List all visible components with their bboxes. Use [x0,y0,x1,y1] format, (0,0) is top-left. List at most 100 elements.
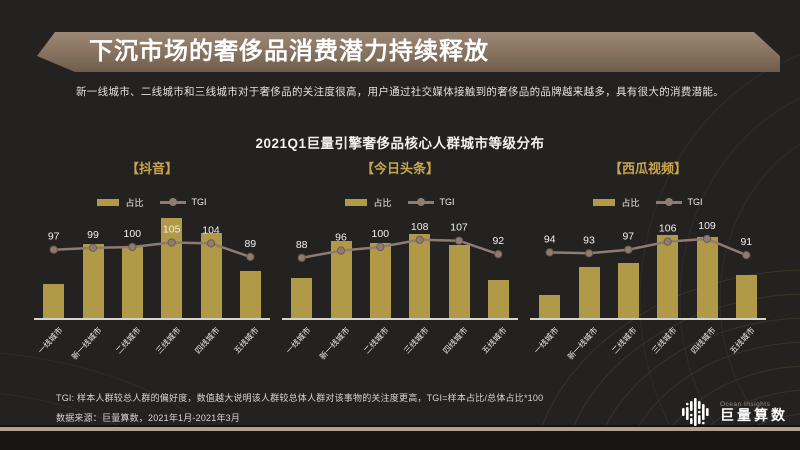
x-axis-label: 新一线城市 [566,325,600,362]
share-legend-label: 占比 [373,197,392,208]
chart-section-label: 【抖音】 [125,161,178,176]
bar-一线城市 [43,284,65,318]
slide-subtitle: 新一线城市、二线城市和三线城市对于奢侈品的关注度很高，用户通过社交媒体接触到的奢… [76,86,724,98]
logo-equalizer-icon [682,398,709,426]
plot-area: 97 99 100 105 104 89 [34,210,270,318]
plot-area: 94 93 97 106 109 91 [530,210,766,318]
tgi-line-layer: 94 93 97 106 109 91 [544,220,752,260]
svg-text:97: 97 [622,231,634,243]
chart-xigua: 【西瓜视频】 占比 TGI 94 93 97 106 109 91 一线城市 新一线城市 二线… [530,158,766,372]
share-bar-swatch [97,198,120,206]
share-bar-swatch [593,198,616,206]
tgi-line-layer: 97 99 100 105 104 89 [48,224,256,262]
svg-text:99: 99 [87,229,99,241]
x-axis-label: 三线城市 [650,325,679,356]
svg-text:91: 91 [740,236,752,248]
x-axis-labels: 一线城市 新一线城市 二线城市 三线城市 四线城市 五线城市 [282,320,518,372]
bar-二线城市 [369,243,391,318]
bar-五线城市 [239,271,261,318]
charts-row: 【抖音】 占比 TGI 97 99 100 105 104 89 一线城市 新一线城市 二线城… [34,158,766,372]
svg-text:100: 100 [124,228,142,240]
svg-text:106: 106 [659,223,677,235]
bar-五线城市 [487,280,509,318]
x-axis-label: 五线城市 [728,325,757,356]
tgi-line-swatch [159,198,186,206]
brand-name-cn: 巨量算数 [720,406,788,423]
x-axis-line [34,318,270,320]
svg-text:93: 93 [583,234,595,246]
logo-text: Ocean Insights 巨量算数 [720,401,788,424]
chart-section-label: 【今日头条】 [360,161,439,176]
x-axis-label: 四线城市 [689,325,718,356]
chart-legend: 占比 TGI [530,196,766,208]
svg-text:108: 108 [411,221,429,233]
page-title: 下沉市场的奢侈品消费潜力持续释放 [89,38,489,65]
tgi-line-swatch [407,198,434,206]
x-axis-label: 四线城市 [193,325,222,356]
bar-四线城市 [200,233,222,318]
x-axis-label: 二线城市 [362,325,391,356]
svg-text:89: 89 [244,238,256,250]
bar-三线城市 [409,234,431,318]
x-axis-label: 一线城市 [284,325,313,356]
brand-name-en: Ocean Insights [720,400,771,408]
bar-一线城市 [291,278,313,318]
tgi-legend-label: TGI [439,197,455,207]
x-axis-line [282,318,518,320]
data-source: 数据来源：巨量算数，2021年1月-2021年3月 [56,413,241,423]
x-axis-label: 五线城市 [232,325,261,356]
x-axis-label: 三线城市 [402,325,431,356]
tgi-legend-label: TGI [191,197,207,207]
x-axis-label: 一线城市 [532,325,561,356]
share-legend-label: 占比 [621,197,640,208]
x-axis-label: 一线城市 [36,325,65,356]
slide-title-banner: 下沉市场的奢侈品消费潜力持续释放 [37,32,780,72]
x-axis-labels: 一线城市 新一线城市 二线城市 三线城市 四线城市 五线城市 [530,320,766,372]
x-axis-labels: 一线城市 新一线城市 二线城市 三线城市 四线城市 五线城市 [34,320,270,372]
svg-text:109: 109 [698,220,716,232]
x-axis-label: 新一线城市 [70,325,104,362]
bar-五线城市 [735,275,757,318]
x-axis-label: 新一线城市 [318,325,352,362]
svg-text:107: 107 [450,222,468,234]
tgi-footnote: TGI: 样本人群较总人群的偏好度，数值越大说明该人群较总体人群对该事物的关注度… [56,393,544,403]
bar-四线城市 [696,237,718,318]
bar-四线城市 [448,245,470,318]
chart-legend: 占比 TGI [34,196,270,208]
tgi-line-layer: 88 96 100 108 107 92 [296,221,504,262]
svg-text:88: 88 [296,239,308,251]
bar-新一线城市 [82,244,104,318]
chart-main-title: 2021Q1巨量引擎奢侈品核心人群城市等级分布 [255,136,545,151]
brand-logo: Ocean Insights 巨量算数 [682,396,788,428]
bar-一线城市 [539,295,561,318]
svg-text:94: 94 [544,233,556,245]
footer-divider-bar [0,425,800,431]
x-axis-label: 二线城市 [610,325,639,356]
svg-text:104: 104 [202,224,220,236]
svg-text:100: 100 [372,228,390,240]
x-axis-label: 二线城市 [114,325,143,356]
x-axis-label: 三线城市 [154,325,183,356]
svg-text:105: 105 [163,224,181,236]
x-axis-label: 四线城市 [441,325,470,356]
svg-text:92: 92 [492,235,504,247]
tgi-legend-label: TGI [687,197,703,207]
tgi-line-swatch [655,198,682,206]
chart-toutiao: 【今日头条】 占比 TGI 88 96 100 108 107 92 一线城市 新一线城市二… [282,158,518,372]
bar-新一线城市 [578,267,600,318]
bar-二线城市 [121,246,143,318]
share-legend-label: 占比 [125,197,144,208]
bar-二线城市 [617,263,639,318]
plot-area: 88 96 100 108 107 92 [282,210,518,318]
chart-douyin: 【抖音】 占比 TGI 97 99 100 105 104 89 一线城市 新一线城市 二线城… [34,158,270,372]
bar-三线城市 [657,235,679,318]
share-bar-swatch [345,198,368,206]
svg-text:96: 96 [335,232,347,244]
x-axis-line [530,318,766,320]
chart-section-label: 【西瓜视频】 [608,161,687,176]
footer-strip [0,431,800,450]
x-axis-label: 五线城市 [480,325,509,356]
svg-text:97: 97 [48,231,60,243]
